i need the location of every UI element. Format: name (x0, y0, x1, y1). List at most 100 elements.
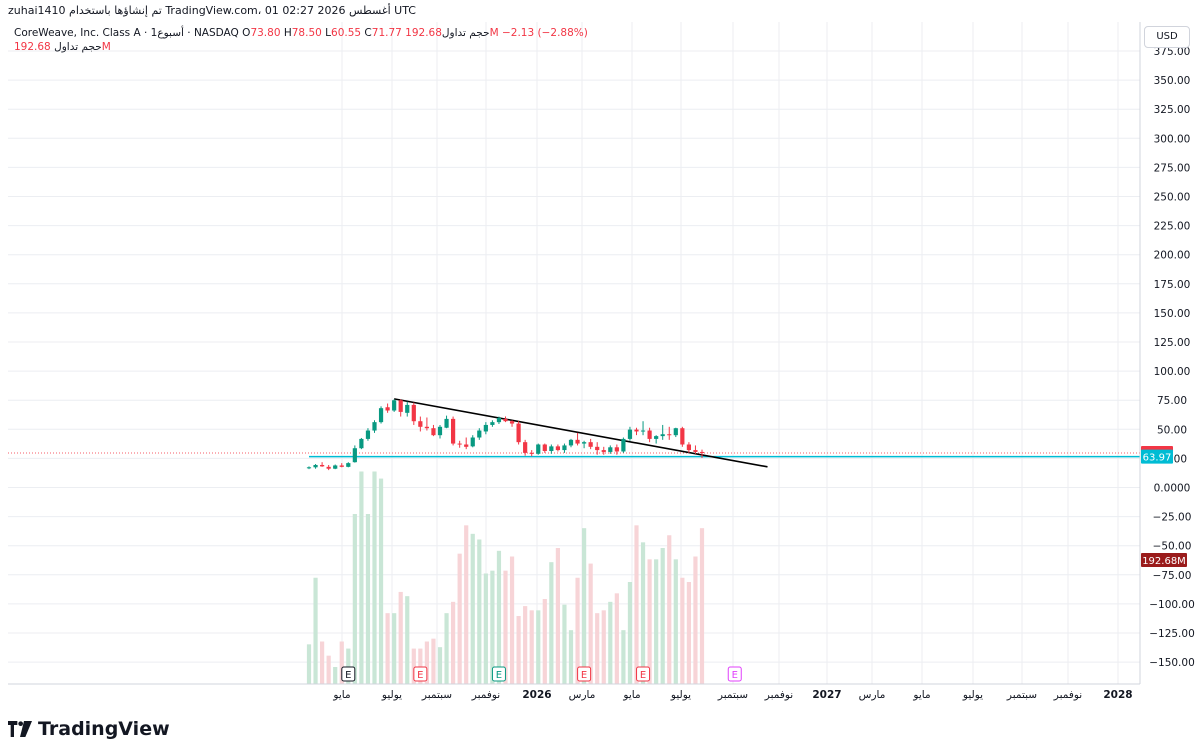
candle-body (496, 417, 502, 423)
volume-bar (562, 604, 567, 684)
earnings-marker[interactable] (727, 666, 742, 682)
candle-body (621, 438, 626, 452)
volume-bar (306, 644, 312, 684)
time-tick-label: 2026 (522, 689, 551, 701)
volume-bar (549, 562, 554, 684)
time-tick-label: 2027 (812, 689, 841, 701)
close-label: C (364, 27, 372, 39)
candle-body (451, 418, 456, 444)
symbol-name[interactable]: CoreWeave, Inc. Class A · 1أسبوع · NASDA… (14, 27, 239, 39)
price-change: −2.13 (−2.88%) (501, 27, 588, 39)
volume-bar (529, 610, 534, 684)
volume-bar (365, 514, 371, 684)
price-tick-label: 350.00 (1154, 75, 1191, 87)
candle-body (405, 404, 410, 413)
volume-bar (451, 601, 456, 684)
candle-body (313, 464, 318, 468)
candle-body (516, 423, 521, 443)
earnings-marker[interactable] (341, 666, 356, 682)
candle-body (673, 428, 678, 436)
candle-body (339, 465, 344, 467)
volume-bar (614, 593, 619, 684)
price-tick-label: 225.00 (1154, 221, 1191, 233)
earnings-marker[interactable] (413, 666, 428, 682)
price-tick-label: −100.00 (1149, 599, 1195, 611)
time-tick-label: مايو (622, 689, 640, 701)
candle-body (418, 421, 423, 427)
volume-bar (352, 514, 357, 684)
volume-bar (568, 630, 574, 684)
time-tick-label: يوليو (381, 689, 402, 701)
candle-body (542, 444, 547, 452)
earnings-marker[interactable] (636, 666, 651, 682)
price-tick-label: 125.00 (1154, 337, 1191, 349)
candle-body (378, 408, 384, 423)
candle-body (509, 421, 515, 424)
candle-body (575, 439, 580, 444)
candle-body (686, 444, 691, 451)
candle-body (601, 450, 606, 452)
volume-indicator-label[interactable]: حجم تداول (54, 41, 102, 53)
open-label: O (242, 27, 251, 39)
time-axis[interactable]: مايو يوليو سبتمبر نوفمبر 2026 مارس مايو يوليو سب… (332, 689, 1132, 701)
time-tick-label: يوليو (962, 689, 983, 701)
time-tick-label: مايو (912, 689, 930, 701)
time-tick-label: مارس (859, 689, 886, 701)
candle-body (640, 430, 646, 432)
volume-bar (346, 648, 351, 684)
volume-bar (555, 548, 560, 684)
earnings-marker-label: E (732, 670, 738, 681)
time-tick-label: 2028 (1103, 689, 1132, 701)
candle-body (392, 400, 397, 411)
volume-bar (575, 577, 580, 684)
volume-badge-text: 192.68M (1142, 556, 1186, 567)
volume-bar (470, 533, 475, 684)
earnings-marker-label: E (496, 670, 502, 681)
high-label: H (283, 27, 292, 39)
volume-bar (444, 613, 449, 684)
price-tick-label: −75.00 (1153, 570, 1192, 582)
volume-bar (660, 548, 665, 684)
candle-body (490, 422, 495, 425)
volume-bar (523, 606, 528, 684)
volume-label: حجم تداول (441, 27, 490, 39)
volume-bar (673, 559, 678, 684)
price-tick-label: 375.00 (1154, 46, 1191, 58)
volume-bar (320, 641, 325, 684)
volume-bar (464, 525, 469, 684)
high-value: 78.50 (291, 27, 322, 39)
price-tick-label: 75.00 (1157, 395, 1187, 407)
volume-bar (621, 630, 626, 684)
low-label: L (325, 27, 332, 39)
price-tick-label: −125.00 (1149, 628, 1195, 640)
candle-body (352, 448, 357, 463)
level-lines (8, 398, 1140, 468)
candle-body (503, 418, 508, 422)
volume-bar (640, 542, 646, 684)
tradingview-logo[interactable]: TradingView (8, 718, 170, 740)
volume-bars (306, 471, 705, 684)
time-tick-label: سبتمبر (717, 689, 748, 701)
price-axis[interactable]: 375.00 350.00 325.00 300.00 275.00 250.00 225.… (1149, 46, 1195, 669)
candle-body (320, 464, 325, 467)
currency-button[interactable]: USD (1144, 26, 1190, 48)
low-value: 60.55 (331, 27, 362, 39)
price-tick-label: 300.00 (1154, 133, 1191, 145)
price-tick-label: −50.00 (1153, 541, 1192, 553)
candle-body (529, 452, 534, 454)
earnings-marker[interactable] (491, 666, 506, 682)
volume-bar (490, 570, 495, 684)
volume-bar (483, 573, 488, 684)
candle-body (568, 439, 574, 446)
earnings-marker-label: E (581, 670, 587, 681)
earnings-marker-label: E (345, 670, 351, 681)
earnings-marker[interactable] (577, 666, 592, 682)
time-tick-label: نوفمبر (1053, 689, 1082, 701)
candle-body (457, 443, 462, 445)
price-tick-label: 175.00 (1154, 279, 1191, 291)
price-tick-label: 50.00 (1157, 424, 1187, 436)
open-value: 73.80 (250, 27, 281, 39)
